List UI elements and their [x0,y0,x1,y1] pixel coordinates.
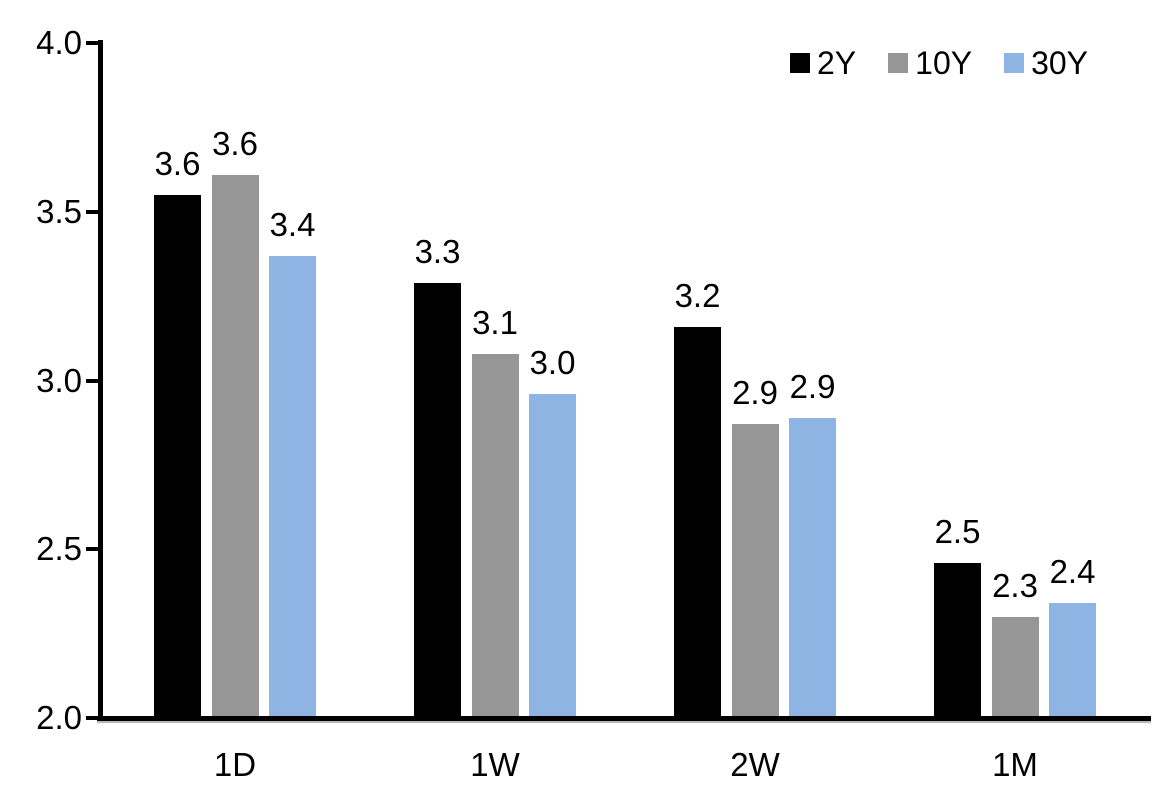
value-label-2y-1m: 2.5 [934,512,981,550]
bar-10y-2w [731,424,779,716]
chart-legend: 2Y 10Y 30Y [790,46,1088,80]
y-tick-mark [86,716,100,720]
legend-item-2y: 2Y [790,46,856,80]
bar-30y-1d [269,255,316,716]
bar-10y-1d [211,174,259,716]
bar-2y-1m [934,562,981,716]
value-label-30y-1w: 3.0 [529,344,576,381]
value-label-30y-1m: 2.4 [1049,553,1096,591]
value-label-2y-1w: 3.3 [414,232,461,270]
bar-2y-1d [154,194,201,716]
legend-item-30y: 30Y [1004,46,1088,80]
x-category-label-2w: 2W [730,746,780,783]
legend-label-10y: 10Y [915,45,973,81]
value-label-10y-1w: 3.1 [472,303,518,341]
bar-10y-1m [991,616,1039,716]
bar-30y-2w [789,417,836,716]
bar-30y-1m [1049,603,1096,716]
x-category-label-1w: 1W [470,746,520,783]
x-axis-line [97,716,1151,723]
value-label-2y-1d: 3.6 [154,144,201,182]
legend-item-10y: 10Y [888,46,972,80]
x-category-label-1m: 1M [992,746,1038,783]
legend-swatch-10y [888,53,909,73]
bar-2y-2w [674,326,721,716]
y-tick-label: 2.5 [36,530,82,568]
bar-10y-1w [471,353,519,716]
y-axis-line [98,40,103,720]
y-tick-label: 4.0 [36,24,82,61]
y-tick-label: 2.0 [36,699,82,736]
bar-30y-1w [529,394,576,716]
value-label-10y-1m: 2.3 [992,566,1038,604]
bar-2y-1w [414,282,461,716]
y-tick-mark [86,209,100,214]
y-tick-label: 3.5 [36,192,82,230]
y-tick-mark [86,41,100,45]
y-tick-mark [86,547,100,552]
legend-swatch-2y [790,53,810,73]
y-tick-mark [86,378,100,383]
legend-swatch-30y [1004,53,1025,73]
value-label-2y-2w: 3.2 [674,276,721,314]
value-label-30y-2w: 2.9 [789,367,836,405]
y-tick-label: 3.0 [36,361,82,399]
legend-label-30y: 30Y [1031,45,1089,81]
value-label-10y-2w: 2.9 [732,374,778,412]
legend-label-2y: 2Y [817,45,857,81]
value-label-10y-1d: 3.6 [212,124,258,162]
value-label-30y-1d: 3.4 [269,205,316,243]
x-category-label-1d: 1D [213,746,257,783]
